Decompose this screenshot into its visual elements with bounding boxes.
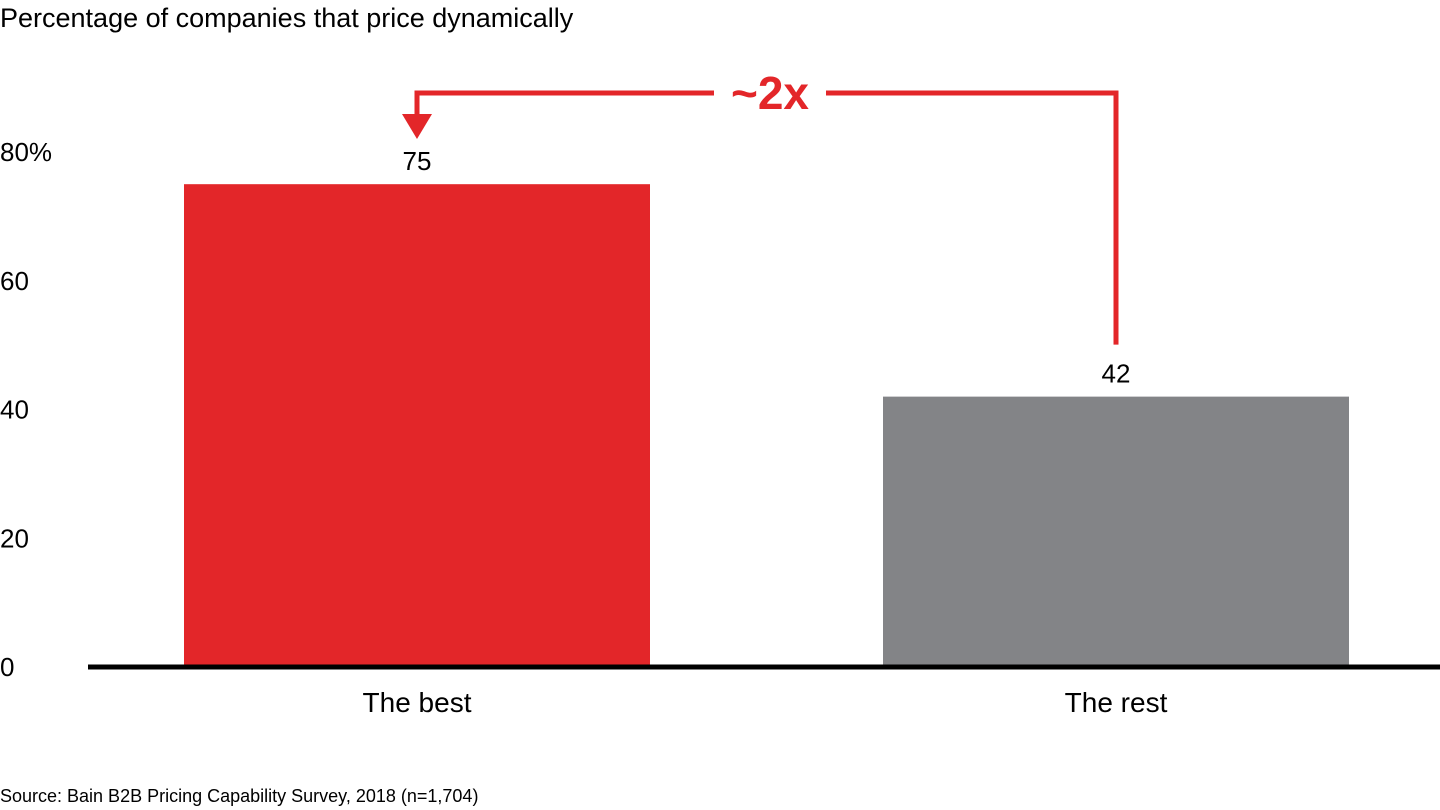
annotation-bracket-left xyxy=(414,90,714,116)
source-note: Source: Bain B2B Pricing Capability Surv… xyxy=(0,786,479,806)
bar-the-best xyxy=(184,184,650,667)
annotation-label: ~2x xyxy=(731,67,809,119)
data-label: 75 xyxy=(403,146,432,176)
y-tick-label: 0 xyxy=(0,652,14,682)
data-label: 42 xyxy=(1102,359,1131,389)
bar-chart: 0 20 40 60 80% 75 The best 42 The rest ~2x xyxy=(0,67,1440,718)
bar-the-rest xyxy=(883,396,1349,667)
y-tick-label: 80% xyxy=(0,137,52,167)
x-tick-label: The best xyxy=(363,687,472,718)
annotation-bracket-right xyxy=(826,90,1119,345)
y-tick-label: 60 xyxy=(0,266,29,296)
y-tick-label: 20 xyxy=(0,523,29,553)
chart-title: Percentage of companies that price dynam… xyxy=(0,3,574,33)
y-tick-label: 40 xyxy=(0,395,29,425)
x-tick-label: The rest xyxy=(1065,687,1168,718)
annotation-arrow-head xyxy=(402,114,432,139)
